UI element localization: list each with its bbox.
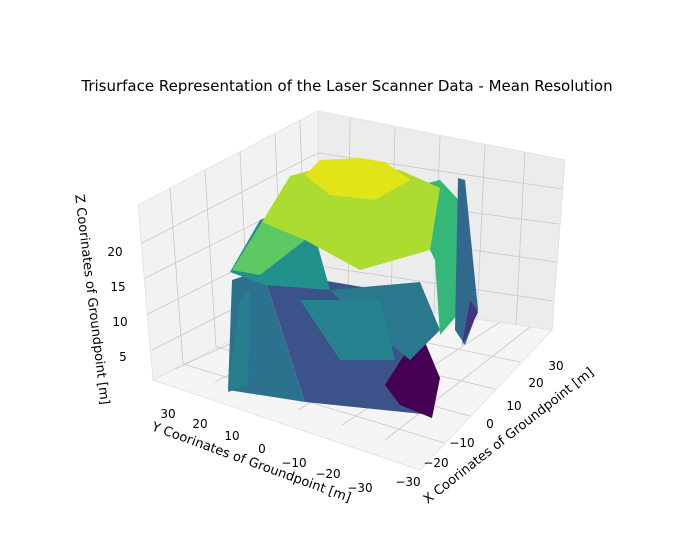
surface-dark-corner [385, 330, 440, 418]
z-tick: 20 [107, 245, 122, 259]
surface-front-teal [300, 300, 395, 360]
surface-right-purple [462, 300, 478, 346]
z-axis-label: Z Coorinates of Groundpoint [m] [71, 194, 112, 406]
surface-left-teal [228, 290, 250, 392]
x-tick: 0 [486, 417, 494, 431]
x-tick: −10 [449, 436, 474, 450]
y-tick: −20 [315, 467, 340, 481]
y-tick: 10 [224, 429, 239, 443]
x-tick: 10 [506, 399, 521, 413]
x-tick: −20 [423, 456, 448, 470]
surface-top [305, 158, 410, 200]
y-tick: 20 [192, 417, 207, 431]
surface-right-edge [455, 178, 478, 345]
y-tick: 30 [160, 407, 175, 421]
chart-title: Trisurface Representation of the Laser S… [80, 77, 612, 95]
z-axis: 5 10 15 20 Z Coorinates of Groundpoint [… [71, 194, 128, 406]
x-tick: 20 [528, 376, 543, 390]
z-tick: 5 [119, 350, 127, 364]
x-tick: −30 [395, 475, 420, 489]
surface-yellowgreen [262, 165, 440, 270]
y-tick: −10 [281, 456, 306, 470]
z-tick: 10 [112, 315, 127, 329]
x-tick: 30 [548, 359, 563, 373]
y-tick: 0 [258, 442, 266, 456]
y-tick: −30 [347, 481, 372, 495]
trisurface [228, 158, 478, 418]
z-tick: 15 [110, 280, 125, 294]
